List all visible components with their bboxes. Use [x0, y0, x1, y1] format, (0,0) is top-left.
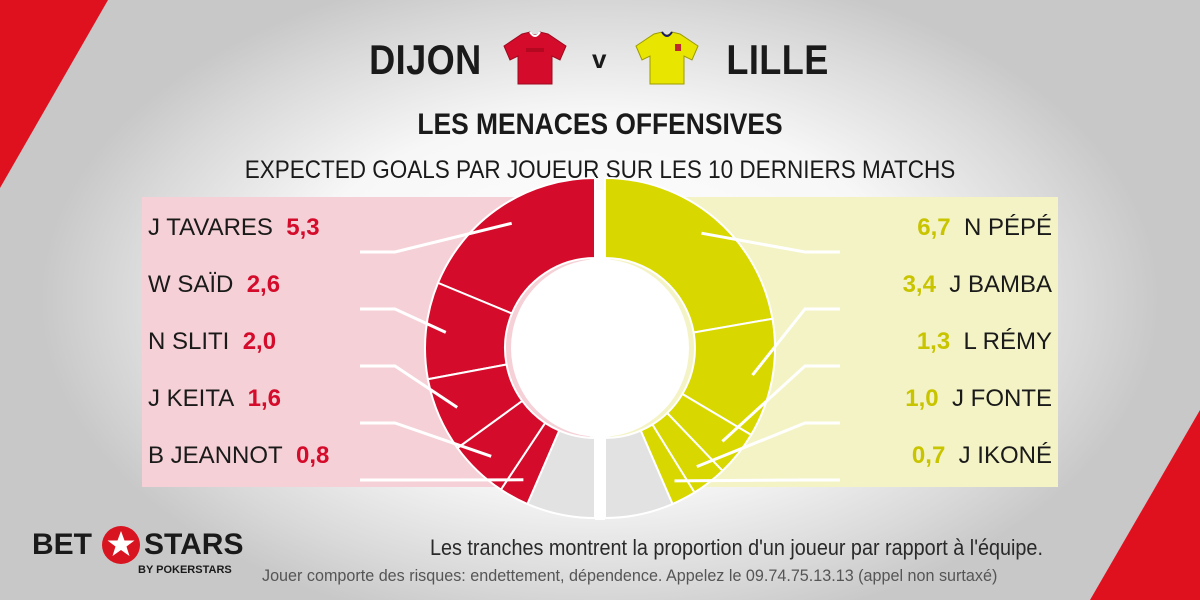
home-leader-line-1 [360, 221, 513, 254]
away-player-row: 0,7 J IKONÉ [912, 430, 1052, 482]
away-leader-line-5 [674, 478, 840, 483]
home-team-name: DIJON [369, 36, 482, 83]
gambling-disclaimer: Jouer comporte des risques: endettement,… [262, 566, 998, 585]
away-leader-line-4 [696, 421, 840, 468]
home-leader-line-4 [360, 421, 492, 458]
player-name: J FONTE [952, 385, 1052, 412]
player-name: J TAVARES [148, 214, 273, 241]
home-player-row: W SAÏD 2,6 [148, 259, 280, 311]
player-xg-value: 0,8 [296, 442, 330, 469]
player-xg-value: 2,6 [246, 271, 281, 298]
away-team-name: LILLE [726, 36, 829, 83]
chart-footnote: Les tranches montrent la proportion d'un… [430, 535, 1043, 560]
home-player-row: J TAVARES 5,3 [148, 202, 320, 254]
logo-text-left: BET [32, 528, 92, 561]
player-xg-value: 1,3 [916, 328, 951, 355]
away-leader-line-1 [701, 231, 840, 254]
player-name: J KEITA [148, 385, 235, 412]
player-xg-value: 5,3 [286, 214, 320, 241]
logo-text-right: STARS [144, 528, 244, 561]
player-xg-value: 1,6 [247, 385, 281, 412]
player-name: J BAMBA [949, 271, 1052, 298]
player-name: W SAÏD [148, 271, 234, 298]
away-player-row: 1,3 L RÉMY [917, 316, 1052, 368]
player-name: L RÉMY [963, 328, 1052, 355]
player-name: N PÉPÉ [963, 214, 1052, 241]
betstars-logo: BET STARS BY POKERSTARS [30, 526, 243, 578]
home-player-row: B JEANNOT 0,8 [148, 430, 329, 482]
red-jersey-icon [503, 31, 567, 85]
home-leader-line-2 [360, 307, 447, 334]
versus-label: v [592, 44, 607, 74]
corner-decoration-top-left [0, 0, 108, 188]
player-name: N SLITI [148, 328, 230, 355]
home-slice-1 [436, 176, 596, 315]
player-xg-value: 6,7 [917, 214, 951, 241]
player-xg-value: 3,4 [902, 271, 936, 298]
away-leader-line-3 [721, 364, 840, 443]
player-name: B JEANNOT [148, 442, 283, 469]
away-player-row: 6,7 N PÉPÉ [917, 202, 1052, 254]
away-slice-1 [604, 176, 774, 334]
chart-title: LES MENACES OFFENSIVES [417, 108, 783, 141]
corner-decoration-bottom-right [1090, 410, 1200, 600]
player-name: J IKONÉ [958, 442, 1052, 469]
away-player-row: 1,0 J FONTE [905, 373, 1052, 425]
player-xg-value: 2,0 [242, 328, 277, 355]
donut-center-gap [595, 190, 605, 520]
match-title: DIJON v LILLE [0, 30, 1200, 90]
player-xg-value: 0,7 [911, 442, 946, 469]
player-xg-value: 1,0 [905, 385, 939, 412]
logo-subtitle: BY POKERSTARS [138, 564, 232, 576]
home-leader-line-3 [360, 364, 459, 409]
away-player-row: 3,4 J BAMBA [903, 259, 1052, 311]
home-player-row: N SLITI 2,0 [148, 316, 276, 368]
star-icon [102, 526, 140, 564]
away-leader-line-2 [751, 307, 840, 377]
chart-subtitle: EXPECTED GOALS PAR JOUEUR SUR LES 10 DER… [244, 156, 956, 184]
home-player-row: J KEITA 1,6 [148, 373, 281, 425]
yellow-jersey-icon [635, 31, 699, 85]
